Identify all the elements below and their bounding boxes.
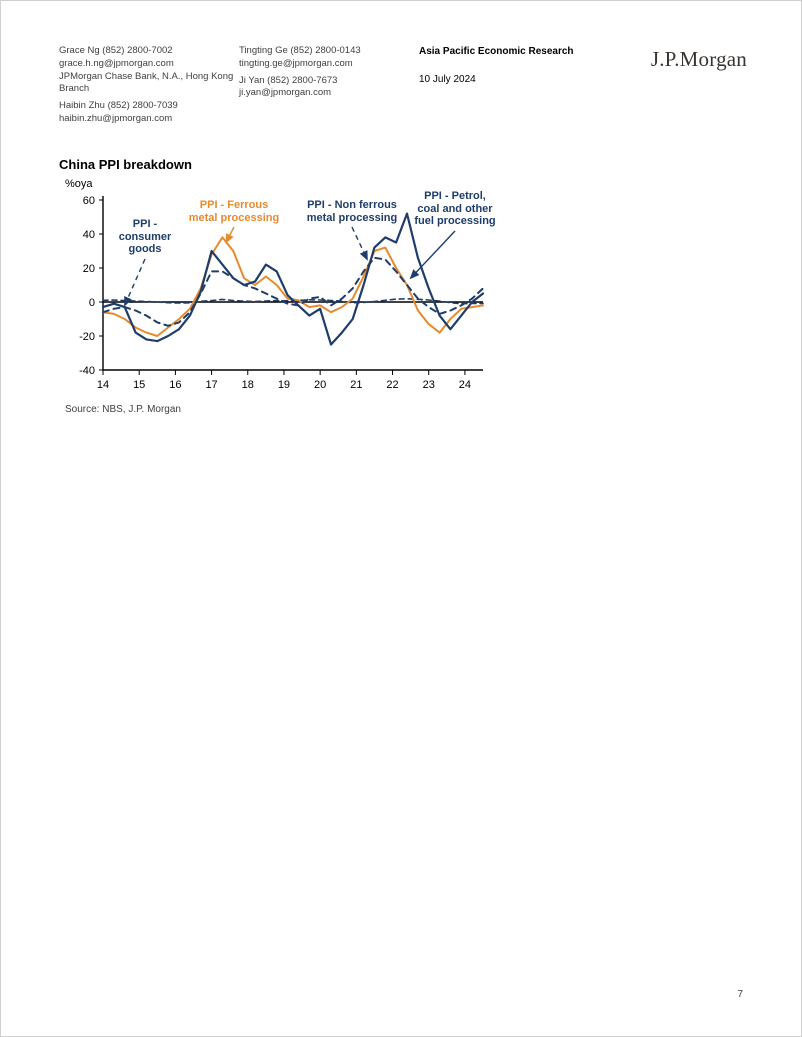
chart-plot-area: -40 -20 0 20 40 60 14 15 16 17 18 19 20 21 22 23 24 PPI … (59, 192, 489, 402)
chart-annotation-ferrous: PPI - Ferrousmetal processing (179, 199, 289, 224)
author-line: ji.yan@jpmorgan.com (239, 87, 419, 100)
svg-text:60: 60 (83, 195, 95, 207)
author-line: grace.h.ng@jpmorgan.com (59, 58, 239, 71)
research-title-block: Asia Pacific Economic Research 10 July 2… (419, 45, 619, 126)
author-block-1: Grace Ng (852) 2800-7002 grace.h.ng@jpmo… (59, 45, 239, 126)
svg-text:24: 24 (459, 379, 471, 391)
page-number: 7 (737, 989, 743, 1000)
svg-text:22: 22 (386, 379, 398, 391)
author-line: tingting.ge@jpmorgan.com (239, 58, 419, 71)
svg-text:0: 0 (89, 297, 95, 309)
svg-text:20: 20 (83, 263, 95, 275)
research-department: Asia Pacific Economic Research (419, 45, 619, 59)
svg-text:14: 14 (97, 379, 109, 391)
author-line: Tingting Ge (852) 2800-0143 (239, 45, 419, 58)
publication-date: 10 July 2024 (419, 73, 619, 87)
svg-text:18: 18 (242, 379, 254, 391)
author-line: JPMorgan Chase Bank, N.A., Hong Kong Bra… (59, 71, 239, 97)
y-axis-unit: %oya (65, 178, 489, 190)
svg-text:-20: -20 (79, 331, 95, 343)
author-block-2: Tingting Ge (852) 2800-0143 tingting.ge@… (239, 45, 419, 126)
svg-text:40: 40 (83, 229, 95, 241)
svg-text:16: 16 (169, 379, 181, 391)
chart-annotation-consumer: PPI -consumergoods (115, 218, 175, 256)
chart-annotation-nonferrous: PPI - Non ferrousmetal processing (292, 199, 412, 224)
author-line: Ji Yan (852) 2800-7673 (239, 75, 419, 88)
chart-title: China PPI breakdown (59, 157, 489, 172)
svg-text:23: 23 (423, 379, 435, 391)
svg-text:17: 17 (205, 379, 217, 391)
svg-text:19: 19 (278, 379, 290, 391)
jpmorgan-logo: J.P.Morgan (651, 47, 747, 72)
author-line: haibin.zhu@jpmorgan.com (59, 113, 239, 126)
svg-text:21: 21 (350, 379, 362, 391)
svg-text:20: 20 (314, 379, 326, 391)
author-line: Grace Ng (852) 2800-7002 (59, 45, 239, 58)
ppi-chart-container: China PPI breakdown %oya -40 -20 0 20 40 60 14… (59, 157, 489, 415)
author-line: Haibin Zhu (852) 2800-7039 (59, 100, 239, 113)
chart-annotation-fuel: PPI - Petrol,coal and otherfuel processi… (407, 190, 503, 228)
svg-text:15: 15 (133, 379, 145, 391)
svg-text:-40: -40 (79, 365, 95, 377)
